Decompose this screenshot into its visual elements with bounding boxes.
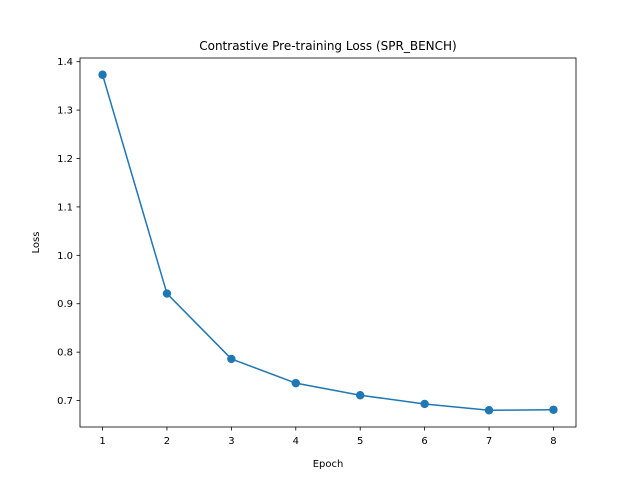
data-point [420, 399, 429, 409]
y-tick-label: 1.0 [57, 251, 73, 262]
y-tick-label: 0.8 [57, 348, 73, 359]
data-point [291, 378, 300, 388]
y-tick-label: 1.4 [57, 57, 73, 68]
y-tick-label: 0.9 [57, 299, 73, 310]
x-tick-label: 8 [550, 436, 556, 447]
x-tick-label: 3 [228, 436, 234, 447]
series-loss [98, 70, 558, 415]
y-axis-ticks: 0.7 0.8 0.9 1.0 1.1 1.2 1.3 1.4 [57, 57, 80, 407]
x-tick-label: 1 [99, 436, 105, 447]
x-tick-label: 2 [164, 436, 170, 447]
data-point [98, 70, 107, 79]
plot-area [80, 58, 576, 427]
series-line [101, 74, 555, 411]
chart-title: Contrastive Pre-training Loss (SPR_BENCH… [199, 39, 457, 53]
x-tick-label: 7 [486, 436, 492, 447]
y-tick-label: 1.1 [57, 202, 73, 213]
x-tick-label: 5 [357, 436, 363, 447]
data-point [356, 391, 365, 400]
x-axis-ticks: 1 2 3 4 5 6 7 8 [99, 427, 557, 447]
data-point [227, 354, 236, 364]
x-axis-label: Epoch [313, 459, 344, 470]
y-axis-label: Loss [31, 232, 42, 254]
y-tick-label: 1.2 [57, 154, 73, 165]
x-tick-label: 4 [293, 436, 299, 447]
data-point [549, 405, 558, 414]
data-point [484, 406, 494, 415]
data-point [162, 289, 172, 298]
y-tick-label: 0.7 [57, 396, 73, 407]
plot-frame [79, 57, 577, 428]
x-tick-label: 6 [421, 436, 427, 447]
y-tick-label: 1.3 [57, 106, 73, 117]
